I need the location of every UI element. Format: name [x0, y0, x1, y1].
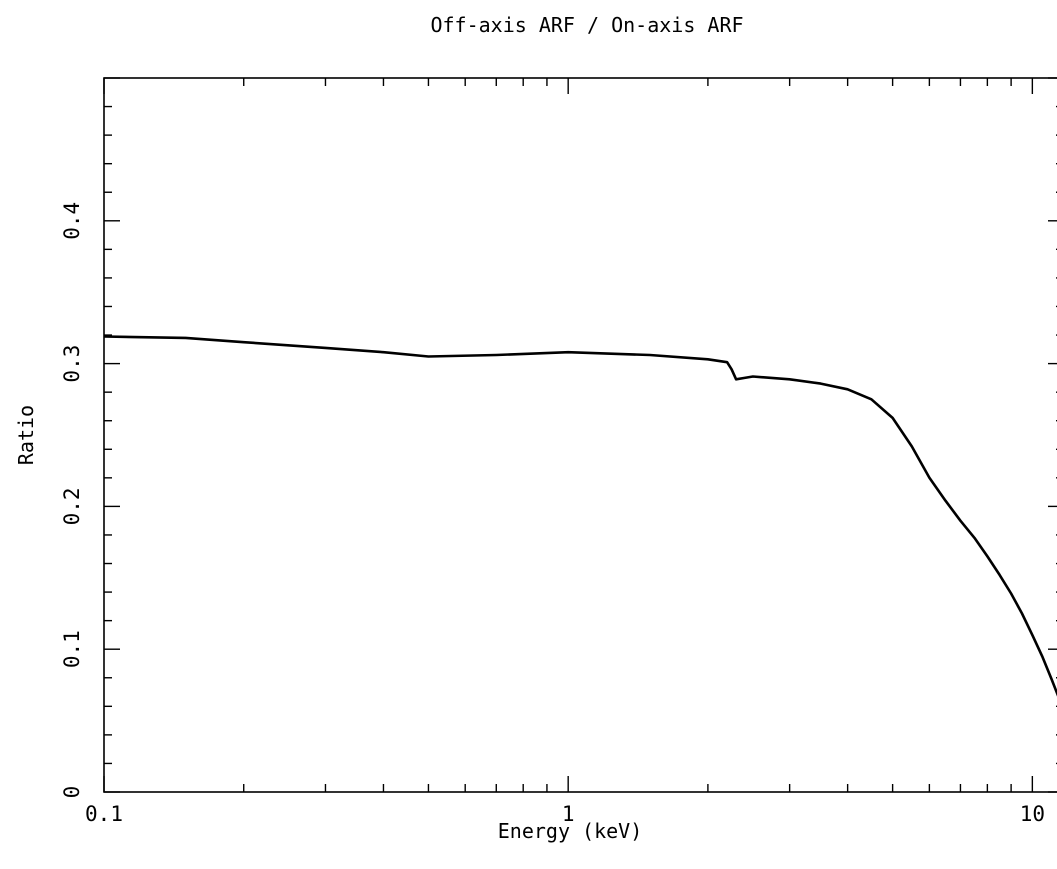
x-axis: 0.1 1 10: [85, 78, 1045, 826]
plot-frame: [103, 77, 1057, 793]
y-tick-label: 0.3: [60, 345, 84, 383]
y-tick-label: 0.1: [60, 630, 84, 668]
plot-area: 0.1 1 10 00.10.20.30.4: [60, 77, 1057, 826]
x-axis-label: Energy (keV): [498, 819, 643, 843]
y-axis-label: Ratio: [14, 405, 38, 465]
y-tick-label: 0: [60, 786, 84, 799]
y-tick-label: 0.2: [60, 487, 84, 525]
chart-title: Off-axis ARF / On-axis ARF: [430, 13, 743, 37]
series-layer: [103, 335, 1057, 697]
x-tick-label: 1: [562, 802, 575, 826]
series-line-0: [103, 335, 1057, 697]
x-tick-label: 0.1: [85, 802, 123, 826]
y-axis: 0 0.1 0.2 0.3 0.4: [60, 77, 1057, 799]
x-tick-label: 10: [1020, 802, 1045, 826]
y-tick-label: 0.4: [60, 202, 84, 240]
